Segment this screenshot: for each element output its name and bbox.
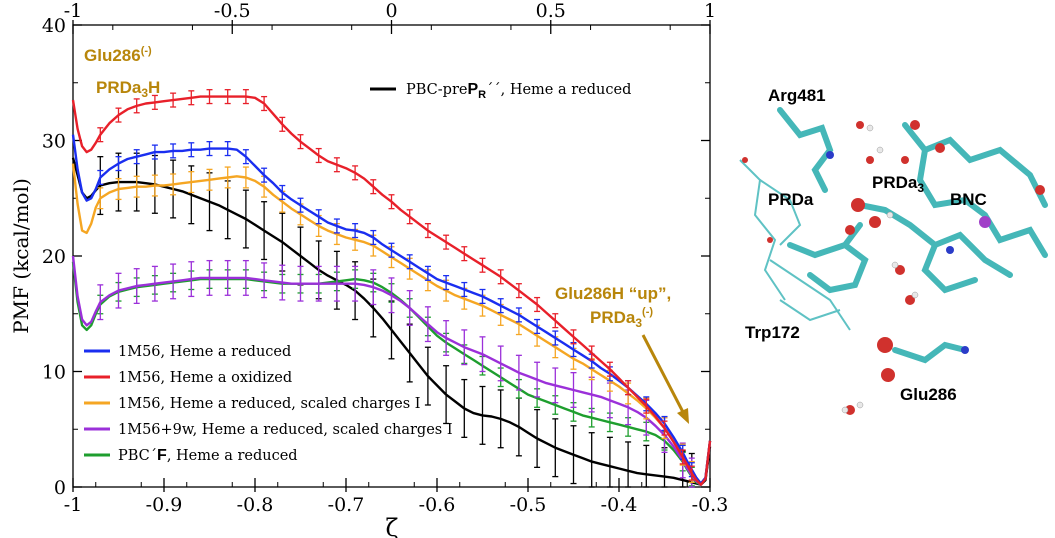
legend-label-2: 1M56, Heme a oxidized [118, 370, 292, 386]
x-tick-label: -0.6 [419, 494, 456, 516]
series-2 [71, 163, 712, 485]
mol-label-prda3: PRDa3 [872, 173, 924, 195]
x-tick-label: -0.3 [692, 494, 729, 516]
legend-label-1: 1M56, Heme a reduced [118, 344, 291, 360]
mol-label-trp172: Trp172 [745, 323, 800, 342]
annotation-left-line1: Glu286(-) [84, 45, 152, 65]
x-tick-label: -0.7 [328, 494, 365, 516]
annotation-right-line2: PRDa3(-) [590, 306, 653, 330]
mol-label-glu286: Glu286 [900, 385, 957, 404]
top-tick-label: 1 [704, 0, 716, 22]
top-tick-label: 0.5 [536, 0, 566, 22]
x-axis-label: ζ [385, 514, 398, 538]
top-tick-label: -1 [64, 0, 83, 22]
legend-label-5: PBC´F, Heme a reduced [118, 447, 298, 464]
x-tick-label: -0.5 [510, 494, 547, 516]
mol-label-prda: PRDa [768, 190, 814, 209]
annotation-left-line2: PRDa3H [96, 78, 160, 100]
y-tick-label: 40 [42, 15, 66, 37]
mol-label-bnc: BNC [950, 190, 987, 209]
molecular-structure-image [739, 107, 1048, 415]
annotation-arrowhead [677, 408, 689, 424]
x-tick-label: -0.9 [146, 494, 183, 516]
x-tick-label: -1 [64, 494, 83, 516]
top-tick-label: -0.5 [214, 0, 251, 22]
legend-label-3: 1M56, Heme a reduced, scaled charges I [118, 396, 421, 412]
x-tick-label: -0.4 [601, 494, 638, 516]
y-tick-label: 10 [42, 362, 66, 384]
legend-label-4: 1M56+9w, Heme a reduced, scaled charges … [118, 422, 453, 438]
annotation-right-line1: Glu286H “up”, [555, 284, 671, 303]
mol-label-arg481: Arg481 [768, 86, 826, 105]
top-tick-label: 0 [385, 0, 397, 22]
x-tick-label: -0.8 [237, 494, 274, 516]
series-layer [71, 89, 712, 488]
y-tick-label: 20 [42, 246, 66, 268]
legend-label-prepr: PBC-prePR´´, Heme a reduced [406, 81, 631, 101]
axis-ticks: -1 -0.9 -0.8 -0.7 -0.6 -0.5 -0.4 -0.3 -1 -0.5 0 0.5… [42, 0, 729, 516]
series-1 [71, 89, 712, 486]
y-tick-label: 30 [42, 131, 66, 153]
annotation-arrow [641, 334, 686, 415]
y-axis-label: PMF (kcal/mol) [9, 178, 33, 334]
y-tick-label: 0 [54, 477, 66, 499]
legend-lower-left: 1M56, Heme a reduced 1M56, Heme a oxidiz… [84, 344, 453, 464]
series-3 [71, 255, 712, 488]
